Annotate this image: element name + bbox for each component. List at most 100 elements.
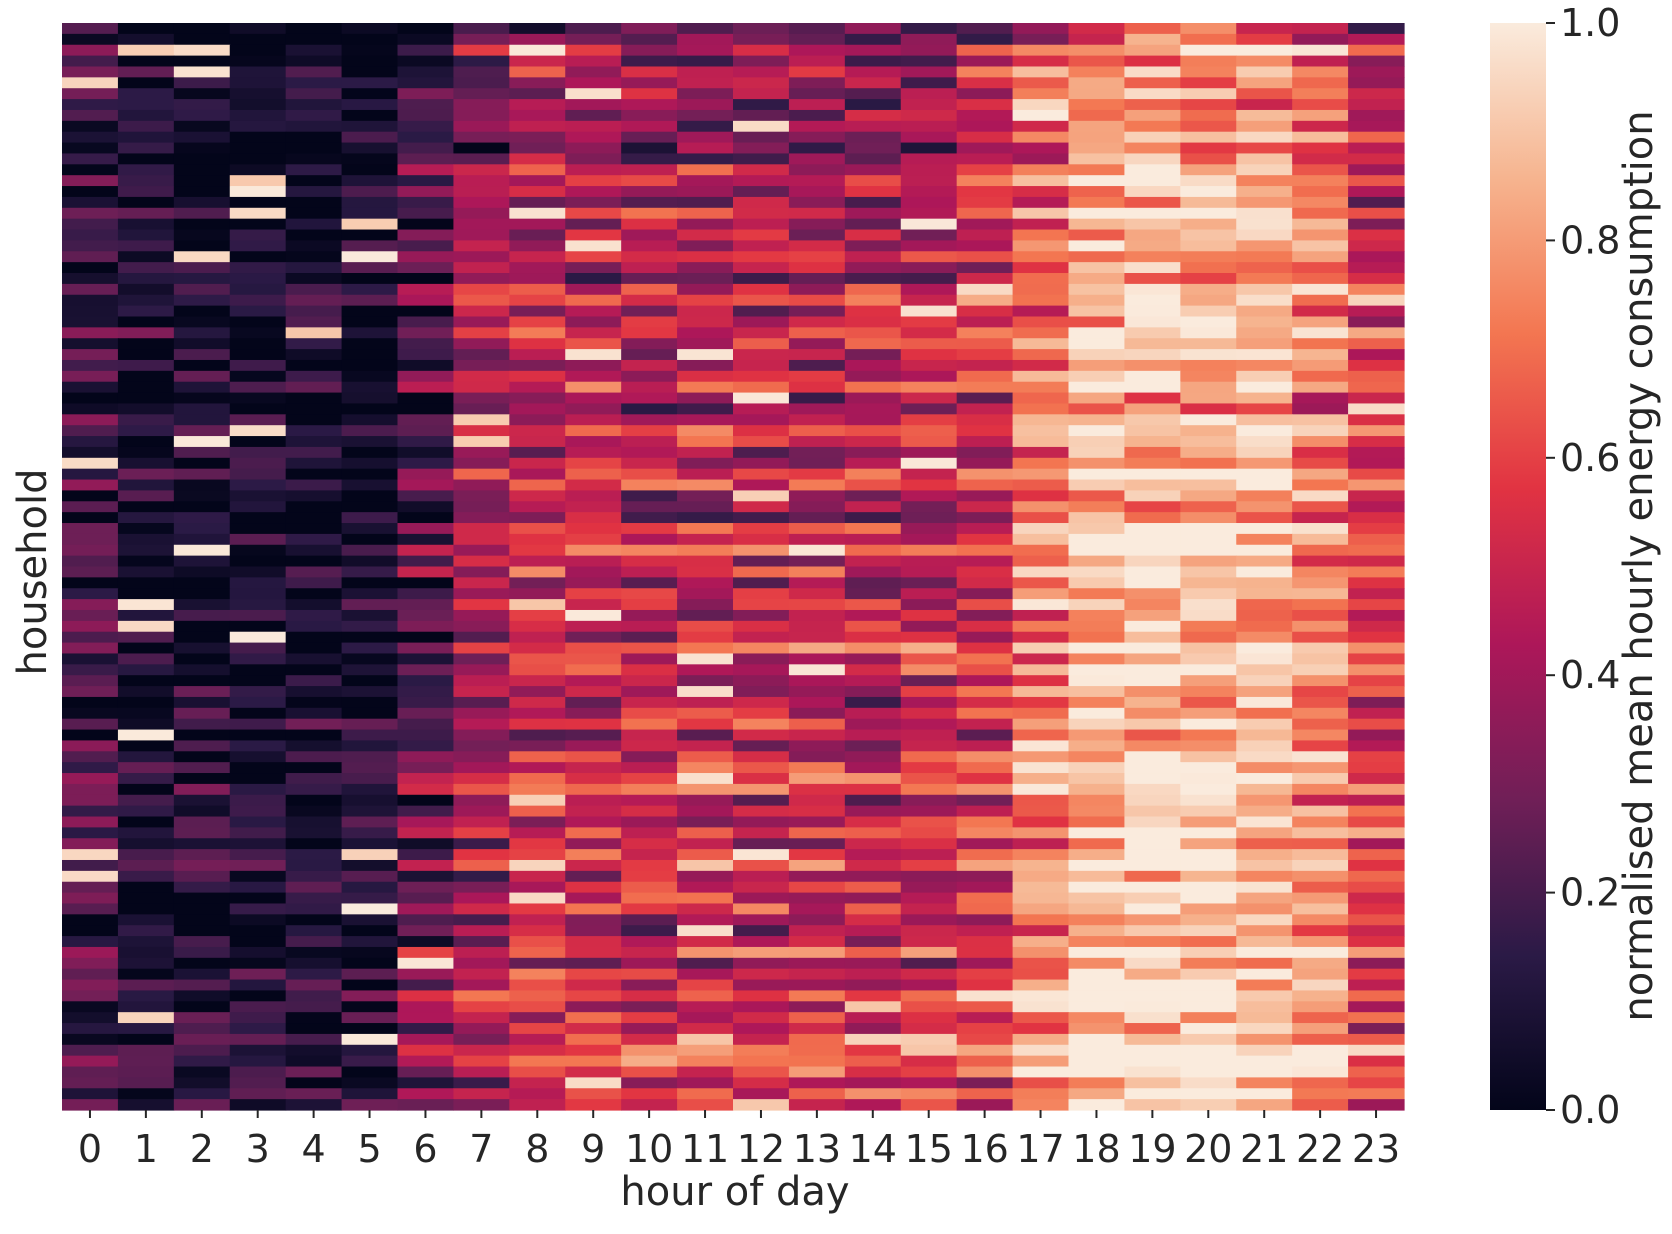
heatmap-cell bbox=[1124, 859, 1181, 872]
heatmap-cell bbox=[285, 414, 343, 426]
heatmap-cell bbox=[117, 990, 175, 1002]
heatmap-cell bbox=[788, 729, 846, 742]
heatmap-cell bbox=[677, 186, 734, 198]
heatmap-cell bbox=[900, 131, 958, 144]
heatmap-cell bbox=[509, 609, 566, 622]
heatmap-cell bbox=[565, 316, 622, 328]
heatmap-cell bbox=[62, 892, 119, 905]
heatmap-cell bbox=[733, 1033, 790, 1046]
heatmap-cell bbox=[117, 914, 175, 926]
heatmap-cell bbox=[565, 446, 622, 459]
heatmap-cell bbox=[1348, 229, 1405, 241]
heatmap-cell bbox=[397, 881, 455, 894]
heatmap-cell bbox=[844, 859, 902, 872]
heatmap-cell bbox=[621, 990, 678, 1002]
heatmap-cell bbox=[788, 881, 846, 894]
heatmap-cell bbox=[229, 686, 287, 698]
heatmap-cell bbox=[900, 870, 958, 883]
heatmap-cell bbox=[1180, 914, 1237, 926]
heatmap-cell bbox=[285, 44, 343, 57]
heatmap-cell bbox=[453, 783, 510, 796]
heatmap-cell bbox=[509, 240, 566, 252]
heatmap-cell bbox=[341, 903, 399, 915]
heatmap-cell bbox=[733, 664, 790, 676]
heatmap-cell bbox=[1124, 468, 1181, 481]
heatmap-cell bbox=[1124, 207, 1181, 220]
heatmap-cell bbox=[509, 642, 566, 655]
heatmap-cell bbox=[397, 88, 455, 100]
heatmap-cell bbox=[621, 414, 678, 426]
heatmap-cell bbox=[621, 816, 678, 828]
heatmap-cell bbox=[844, 881, 902, 894]
heatmap-cell bbox=[1236, 131, 1293, 144]
heatmap-cell bbox=[677, 501, 734, 513]
heatmap-cell bbox=[844, 501, 902, 513]
heatmap-cell bbox=[341, 403, 399, 415]
heatmap-cell bbox=[565, 77, 622, 89]
heatmap-cell bbox=[341, 740, 399, 752]
heatmap-cell bbox=[956, 436, 1014, 448]
heatmap-cell bbox=[397, 794, 455, 807]
heatmap-cell bbox=[509, 1023, 566, 1035]
heatmap-cell bbox=[62, 903, 119, 915]
heatmap-cell bbox=[117, 294, 175, 307]
heatmap-cell bbox=[509, 1033, 566, 1046]
heatmap-cell bbox=[453, 359, 510, 372]
heatmap-cell bbox=[900, 262, 958, 274]
heatmap-cell bbox=[1068, 859, 1126, 872]
heatmap-cell bbox=[844, 653, 902, 665]
heatmap-cell bbox=[733, 1055, 790, 1068]
heatmap-cell bbox=[1348, 925, 1405, 937]
heatmap-cell bbox=[117, 131, 175, 144]
heatmap-cell bbox=[1012, 914, 1070, 926]
heatmap-cell bbox=[1012, 294, 1070, 307]
heatmap-cell bbox=[1348, 1088, 1405, 1100]
heatmap-cell bbox=[621, 577, 678, 589]
heatmap-cell bbox=[62, 66, 119, 78]
heatmap-cell bbox=[229, 653, 287, 665]
heatmap-cell bbox=[565, 490, 622, 502]
heatmap-cell bbox=[621, 631, 678, 644]
heatmap-cell bbox=[509, 816, 566, 828]
heatmap-cell bbox=[565, 675, 622, 687]
heatmap-cell bbox=[173, 370, 231, 383]
heatmap-cell bbox=[677, 631, 734, 644]
heatmap-cell bbox=[733, 588, 790, 600]
heatmap-cell bbox=[341, 533, 399, 546]
heatmap-cell bbox=[844, 1001, 902, 1013]
heatmap-cell bbox=[1292, 914, 1349, 926]
heatmap-cell bbox=[733, 359, 790, 372]
heatmap-cell bbox=[285, 327, 343, 339]
heatmap-cell bbox=[621, 1001, 678, 1013]
heatmap-cell bbox=[453, 479, 510, 492]
heatmap-cell bbox=[1012, 696, 1070, 709]
heatmap-cell bbox=[1124, 990, 1181, 1002]
heatmap-cell bbox=[900, 1012, 958, 1024]
heatmap-cell bbox=[677, 251, 734, 263]
heatmap-cell bbox=[285, 1099, 343, 1111]
heatmap-cell bbox=[1180, 501, 1237, 513]
heatmap-cell bbox=[509, 620, 566, 633]
heatmap-cell bbox=[900, 142, 958, 155]
heatmap-cell bbox=[1124, 1012, 1181, 1024]
heatmap-cell bbox=[956, 1044, 1014, 1057]
heatmap-cell bbox=[1292, 642, 1349, 655]
heatmap-cell bbox=[1236, 1012, 1293, 1024]
heatmap-cell bbox=[1068, 66, 1126, 78]
heatmap-cell bbox=[1236, 512, 1293, 524]
heatmap-cell bbox=[565, 577, 622, 589]
heatmap-cell bbox=[565, 33, 622, 46]
heatmap-cell bbox=[1348, 316, 1405, 328]
heatmap-cell bbox=[1348, 599, 1405, 611]
heatmap-cell bbox=[1068, 77, 1126, 89]
heatmap-cell bbox=[285, 707, 343, 720]
heatmap-cell bbox=[1236, 414, 1293, 426]
heatmap-cell bbox=[1236, 457, 1293, 470]
heatmap-cell bbox=[509, 229, 566, 241]
heatmap-cell bbox=[117, 381, 175, 394]
heatmap-cell bbox=[788, 457, 846, 470]
heatmap-cell bbox=[1012, 305, 1070, 318]
heatmap-cell bbox=[565, 1033, 622, 1046]
heatmap-cell bbox=[173, 707, 231, 720]
heatmap-cell bbox=[1236, 1066, 1293, 1078]
